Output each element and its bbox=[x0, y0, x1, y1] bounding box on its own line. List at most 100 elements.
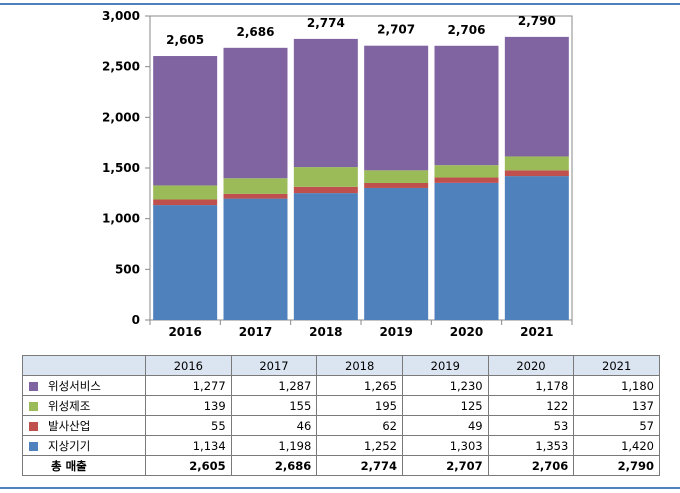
bar-segment bbox=[153, 185, 218, 200]
table-cell: 1,353 bbox=[487, 435, 575, 456]
row-label: 위성제조 bbox=[22, 395, 146, 416]
y-tick-label: 1,500 bbox=[102, 161, 140, 175]
bar-segment bbox=[504, 36, 569, 157]
table-cell: 125 bbox=[401, 395, 489, 416]
table-cell: 62 bbox=[316, 415, 403, 436]
stacked-bar-chart: 0 500 1,000 1,500 2,000 2,500 3,000 2016 2017 201… bbox=[102, 9, 573, 339]
year-header: 2019 bbox=[401, 355, 489, 376]
x-tick-label: 2021 bbox=[520, 325, 553, 339]
year-header: 2017 bbox=[230, 355, 318, 376]
bar-segment bbox=[434, 45, 499, 166]
bar-segment bbox=[223, 178, 288, 194]
year-header: 2021 bbox=[573, 355, 660, 376]
total-row: 총 매출 2,605 2,686 2,774 2,707 2,706 2,790 bbox=[22, 455, 660, 476]
x-tick-label: 2019 bbox=[379, 325, 412, 339]
x-tick-label: 2017 bbox=[239, 325, 272, 339]
series-name: 위성제조 bbox=[48, 398, 91, 413]
row-label: 지상기기 bbox=[22, 435, 146, 456]
y-tick-label: 0 bbox=[132, 313, 140, 327]
bar-segment bbox=[504, 170, 569, 177]
bar-segment bbox=[153, 56, 218, 186]
bottom-rule bbox=[0, 487, 680, 489]
series-name: 발사산업 bbox=[48, 418, 91, 433]
total-data-label: 2,707 bbox=[377, 23, 415, 37]
total-cell: 2,790 bbox=[573, 455, 660, 476]
bar-segment bbox=[434, 182, 499, 320]
table-cell: 1,230 bbox=[401, 375, 489, 396]
table-cell: 122 bbox=[487, 395, 575, 416]
table-cell: 1,134 bbox=[145, 435, 232, 456]
table-cell: 155 bbox=[230, 395, 318, 416]
bar-segment bbox=[364, 187, 429, 320]
y-tick-label: 500 bbox=[115, 262, 140, 276]
legend-swatch bbox=[29, 441, 38, 451]
table-cell: 139 bbox=[145, 395, 232, 416]
bar-segment bbox=[504, 156, 569, 171]
year-header: 2018 bbox=[316, 355, 403, 376]
total-data-label: 2,605 bbox=[166, 33, 204, 47]
total-cell: 2,774 bbox=[316, 455, 403, 476]
table-cell: 137 bbox=[573, 395, 660, 416]
plot-area bbox=[149, 15, 573, 321]
total-data-label: 2,774 bbox=[307, 16, 345, 30]
table-cell: 49 bbox=[401, 415, 489, 436]
bar-segment bbox=[293, 186, 358, 194]
x-tick-label: 2016 bbox=[168, 325, 201, 339]
series-name: 지상기기 bbox=[48, 438, 91, 453]
bar-segment bbox=[153, 205, 218, 320]
row-label: 발사산업 bbox=[22, 415, 146, 436]
bar-segment bbox=[223, 193, 288, 199]
y-tick-label: 1,000 bbox=[102, 212, 140, 226]
legend-swatch bbox=[29, 421, 38, 431]
table-cell: 55 bbox=[145, 415, 232, 436]
bar-segment bbox=[364, 170, 429, 183]
top-rule bbox=[0, 3, 680, 5]
y-tick-label: 2,000 bbox=[102, 110, 140, 124]
total-data-label: 2,686 bbox=[237, 25, 275, 39]
total-data-label: 2,706 bbox=[448, 23, 486, 37]
year-header: 2016 bbox=[145, 355, 232, 376]
total-cell: 2,707 bbox=[401, 455, 489, 476]
table-cell: 1,265 bbox=[316, 375, 403, 396]
total-cell: 2,706 bbox=[487, 455, 575, 476]
x-tick-label: 2018 bbox=[309, 325, 342, 339]
bar-segment bbox=[293, 193, 358, 320]
table-cell: 1,198 bbox=[230, 435, 318, 456]
bar-segment bbox=[364, 182, 429, 188]
table-cell: 57 bbox=[573, 415, 660, 436]
table-corner-cell bbox=[22, 355, 146, 376]
total-data-label: 2,790 bbox=[518, 14, 556, 28]
table-cell: 1,303 bbox=[401, 435, 489, 456]
table-row: 지상기기 1,134 1,198 1,252 1,303 1,353 1,420 bbox=[22, 435, 660, 456]
total-cell: 2,686 bbox=[230, 455, 318, 476]
total-cell: 2,605 bbox=[145, 455, 232, 476]
table-row: 발사산업 55 46 62 49 53 57 bbox=[22, 415, 660, 436]
row-label: 위성서비스 bbox=[22, 375, 146, 396]
table-row: 위성서비스 1,277 1,287 1,265 1,230 1,178 1,180 bbox=[22, 375, 660, 396]
bar-segment bbox=[293, 38, 358, 168]
legend-swatch bbox=[29, 381, 38, 391]
bar-segment bbox=[153, 199, 218, 206]
bar-segment bbox=[223, 198, 288, 320]
table-cell: 195 bbox=[316, 395, 403, 416]
y-tick-label: 2,500 bbox=[102, 60, 140, 74]
bar-segment bbox=[293, 167, 358, 187]
table-cell: 1,180 bbox=[573, 375, 660, 396]
bar-segment bbox=[434, 177, 499, 183]
table-row: 위성제조 139 155 195 125 122 137 bbox=[22, 395, 660, 416]
x-tick-label: 2020 bbox=[450, 325, 483, 339]
table-cell: 1,277 bbox=[145, 375, 232, 396]
table-cell: 1,178 bbox=[487, 375, 575, 396]
table-cell: 1,252 bbox=[316, 435, 403, 456]
legend-swatch bbox=[29, 401, 38, 411]
bar-segment bbox=[223, 47, 288, 179]
table-cell: 1,420 bbox=[573, 435, 660, 456]
bar-segment bbox=[364, 45, 429, 171]
series-name: 위성서비스 bbox=[48, 378, 101, 393]
data-table: 2016 2017 2018 2019 2020 2021 위성서비스 1,277… bbox=[22, 355, 660, 476]
table-header-row: 2016 2017 2018 2019 2020 2021 bbox=[22, 355, 660, 376]
table-cell: 46 bbox=[230, 415, 318, 436]
year-header: 2020 bbox=[487, 355, 575, 376]
total-row-label: 총 매출 bbox=[22, 455, 146, 476]
